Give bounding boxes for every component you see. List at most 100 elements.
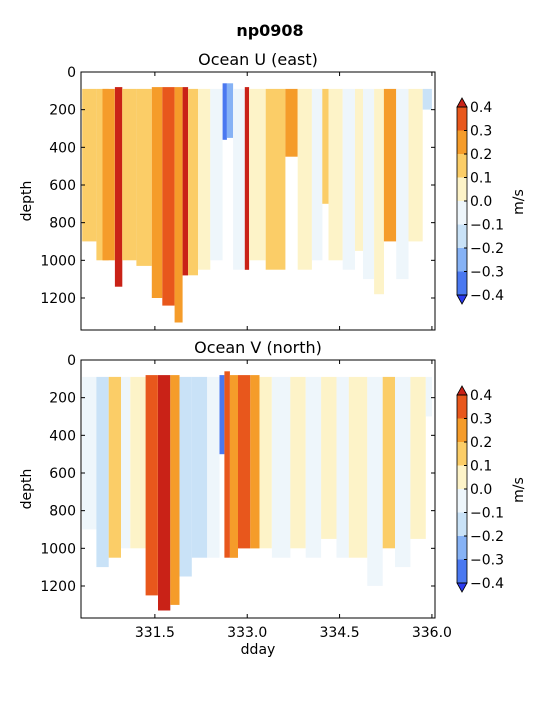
heatmap-band [271,376,291,558]
colorbar-tick-label: −0.1 [470,506,504,522]
heatmap-band [396,88,409,280]
colorbar-tick-label: −0.2 [470,529,504,545]
heatmap-band [222,83,227,140]
heatmap-band [285,88,298,157]
panel-ocean-v: Ocean V (north) depth 0 200 400 600 800 1000 1… [19,338,527,658]
heatmap-band [322,88,329,204]
panel-title-ocean-v: Ocean V (north) [194,338,322,357]
panel-title-ocean-u: Ocean U (east) [198,50,318,69]
heatmap-band [410,376,426,539]
plot-frame-ocean-u [80,71,436,331]
x-tick-label: 334.5 [320,625,360,641]
y-tick-label: 400 [49,140,76,156]
colorbar-tick-label: 0.1 [470,459,492,475]
colorbar-segment [457,465,467,489]
colorbar-tick-label: −0.3 [470,553,504,569]
heatmap-band [122,88,137,261]
heatmap-band [367,376,383,586]
heatmap-band [321,376,337,539]
x-tick-label: 336.0 [412,625,452,641]
x-axis-label: dday [241,642,276,658]
colorbar-tick-label: −0.4 [470,576,504,592]
colorbar-tick-label: 0.2 [470,147,492,163]
colorbar-segment [457,395,467,419]
colorbar-segment [457,512,467,536]
heatmap-band [136,88,152,266]
colorbar-tick-label: 0.0 [470,482,492,498]
heatmap-band [342,88,355,270]
colorbar-tick-label: 0.4 [470,388,492,404]
y-tick-label: 400 [49,428,76,444]
heatmap-band [182,87,189,276]
heatmap-band [382,376,395,549]
heatmap-band [408,88,423,242]
heatmap-band [198,88,211,270]
colorbar-extend-min [456,294,468,305]
plot-frame-ocean-v [80,359,436,619]
y-tick-label: 800 [49,504,76,520]
heatmap-band [82,88,97,242]
colorbar-segment [457,442,467,466]
colorbar-label-ocean-v: m/s [511,477,527,503]
colorbar-segment [457,107,467,131]
colorbar-tick-label: 0.0 [470,194,492,210]
heatmap-band [383,88,397,242]
figure-title: np0908 [236,21,303,40]
heatmap-band [151,87,163,298]
colorbar-tick-label: −0.1 [470,218,504,234]
y-tick-label: 200 [49,103,76,119]
heatmap-band [348,376,368,558]
x-tick-label: 331.5 [135,625,175,641]
colorbar-tick-label: −0.4 [470,288,504,304]
heatmap-band [207,376,220,558]
heatmap-band [210,88,223,261]
heatmap-band [158,375,171,611]
heatmap-band [305,376,322,558]
y-tick-label: 600 [49,466,76,482]
heatmap-band [162,87,175,306]
heatmap-band [311,88,323,261]
heatmap-band [191,376,208,558]
heatmap-band [328,88,343,261]
heatmap-band [170,375,180,605]
heatmap-band [336,376,349,558]
y-tick-label: 1200 [40,579,76,595]
heatmap-band [297,88,312,270]
heatmap-band [188,88,198,276]
colorbar-tick-label: 0.4 [470,100,492,116]
y-axis-label-ocean-v: depth [19,469,35,510]
heatmap-band [130,376,146,549]
heatmap-band [219,375,225,455]
x-tick-label: 333.0 [227,625,267,641]
colorbar-tick-label: 0.3 [470,124,492,140]
heatmap-band [145,375,158,596]
heatmap-band [363,88,375,280]
y-tick-label: 1200 [40,291,76,307]
heatmap-band [114,87,123,287]
y-tick-label: 1000 [40,253,76,269]
colorbar-tick-label: 0.3 [470,412,492,428]
colorbar-segment [457,271,467,295]
colorbar-segment [457,177,467,201]
panel-ocean-u: Ocean U (east) depth 0 200 400 600 800 1000 12… [19,50,527,331]
colorbar-tick-label: 0.1 [470,171,492,187]
y-tick-label: 0 [67,353,76,369]
heatmap-band [174,87,183,323]
colorbar-segment [457,489,467,513]
heatmap-band [249,88,266,261]
colorbar-segment [457,536,467,560]
heatmap-band [259,376,272,549]
colorbar-tick-label: −0.3 [470,265,504,281]
heatmap-band [226,83,234,138]
heatmap-band [355,88,363,251]
heatmap-band [230,375,238,558]
y-tick-label: 800 [49,216,76,232]
heatmap-band [82,376,97,530]
heatmap-band [250,375,260,549]
heatmap-band [395,376,411,568]
colorbar-tick-label: 0.2 [470,435,492,451]
heatmap-band [290,376,306,549]
colorbar-segment [457,418,467,442]
colorbar-tick-label: −0.2 [470,241,504,257]
heatmap-band [224,371,230,558]
